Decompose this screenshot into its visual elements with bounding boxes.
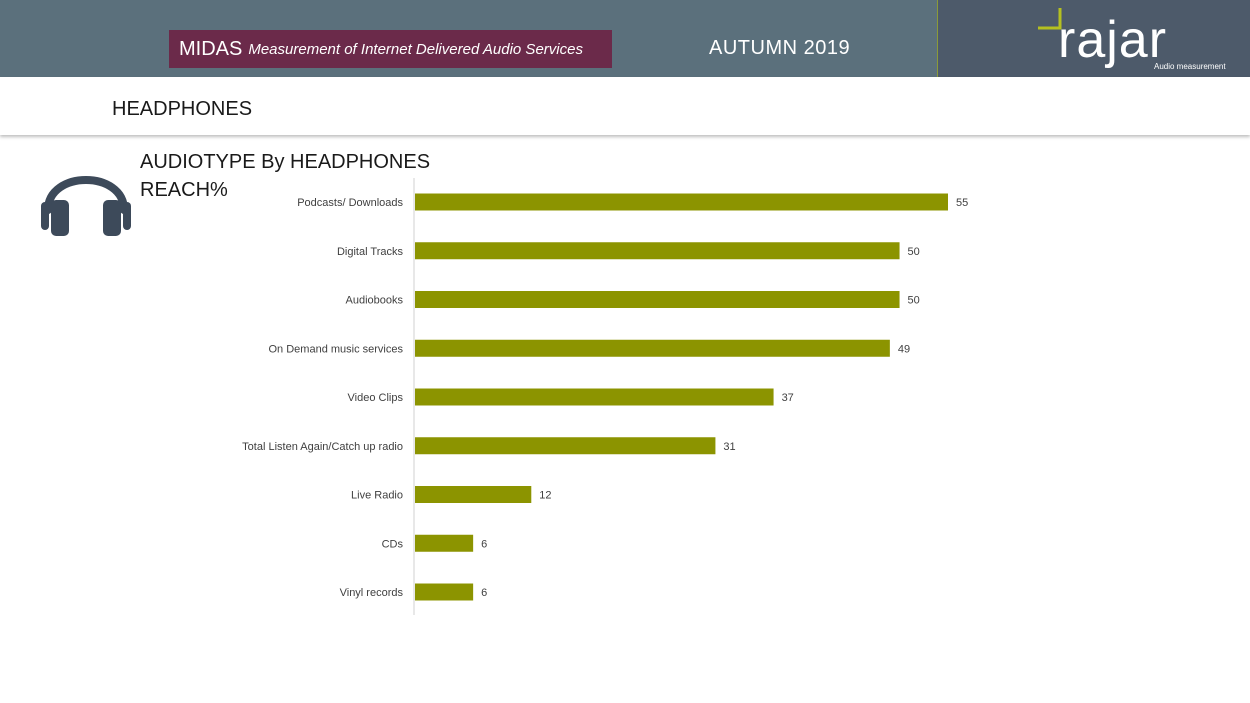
category-label: Digital Tracks <box>337 246 404 258</box>
data-label: 50 <box>908 295 920 307</box>
headphones-icon <box>41 176 131 236</box>
brand-logo: rajar <box>1058 11 1168 69</box>
data-label: 49 <box>898 343 910 355</box>
data-label: 6 <box>481 587 487 599</box>
bar <box>415 193 948 211</box>
bar <box>415 534 474 552</box>
data-label: 6 <box>481 538 487 550</box>
midas-title-box: MIDAS Measurement of Internet Delivered … <box>169 30 612 68</box>
bar <box>415 388 774 406</box>
data-label: 50 <box>908 246 920 258</box>
section-bar <box>0 77 1250 135</box>
chart-title-block: AUDIOTYPE By HEADPHONES REACH% <box>140 148 430 204</box>
category-label: Video Clips <box>348 392 404 404</box>
chart-subtitle: REACH% <box>140 179 228 201</box>
data-label: 55 <box>956 197 968 209</box>
section-title: HEADPHONES <box>112 98 253 120</box>
data-label: 31 <box>723 441 735 453</box>
data-label: 37 <box>782 392 794 404</box>
bar <box>415 437 716 455</box>
midas-title: MIDAS <box>179 37 243 60</box>
logo-mark-icon <box>1038 8 1062 30</box>
category-label: On Demand music services <box>269 343 404 355</box>
bar <box>415 339 890 357</box>
data-label: 12 <box>539 490 551 502</box>
category-label: Vinyl records <box>340 587 404 599</box>
chart-title: AUDIOTYPE By HEADPHONES <box>140 151 431 173</box>
bar <box>415 291 900 308</box>
category-label: Total Listen Again/Catch up radio <box>242 441 403 453</box>
bar <box>415 583 474 601</box>
bar <box>415 486 532 503</box>
brand-tagline: Audio measurement <box>1154 62 1226 71</box>
category-label: CDs <box>382 538 404 550</box>
category-label: Audiobooks <box>346 295 404 307</box>
category-label: Podcasts/ Downloads <box>297 197 403 209</box>
midas-subtitle: Measurement of Internet Delivered Audio … <box>248 40 583 58</box>
period-label: AUTUMN 2019 <box>709 37 851 59</box>
logo-panel <box>937 0 1250 77</box>
category-label: Live Radio <box>351 490 403 502</box>
bar <box>415 242 900 260</box>
